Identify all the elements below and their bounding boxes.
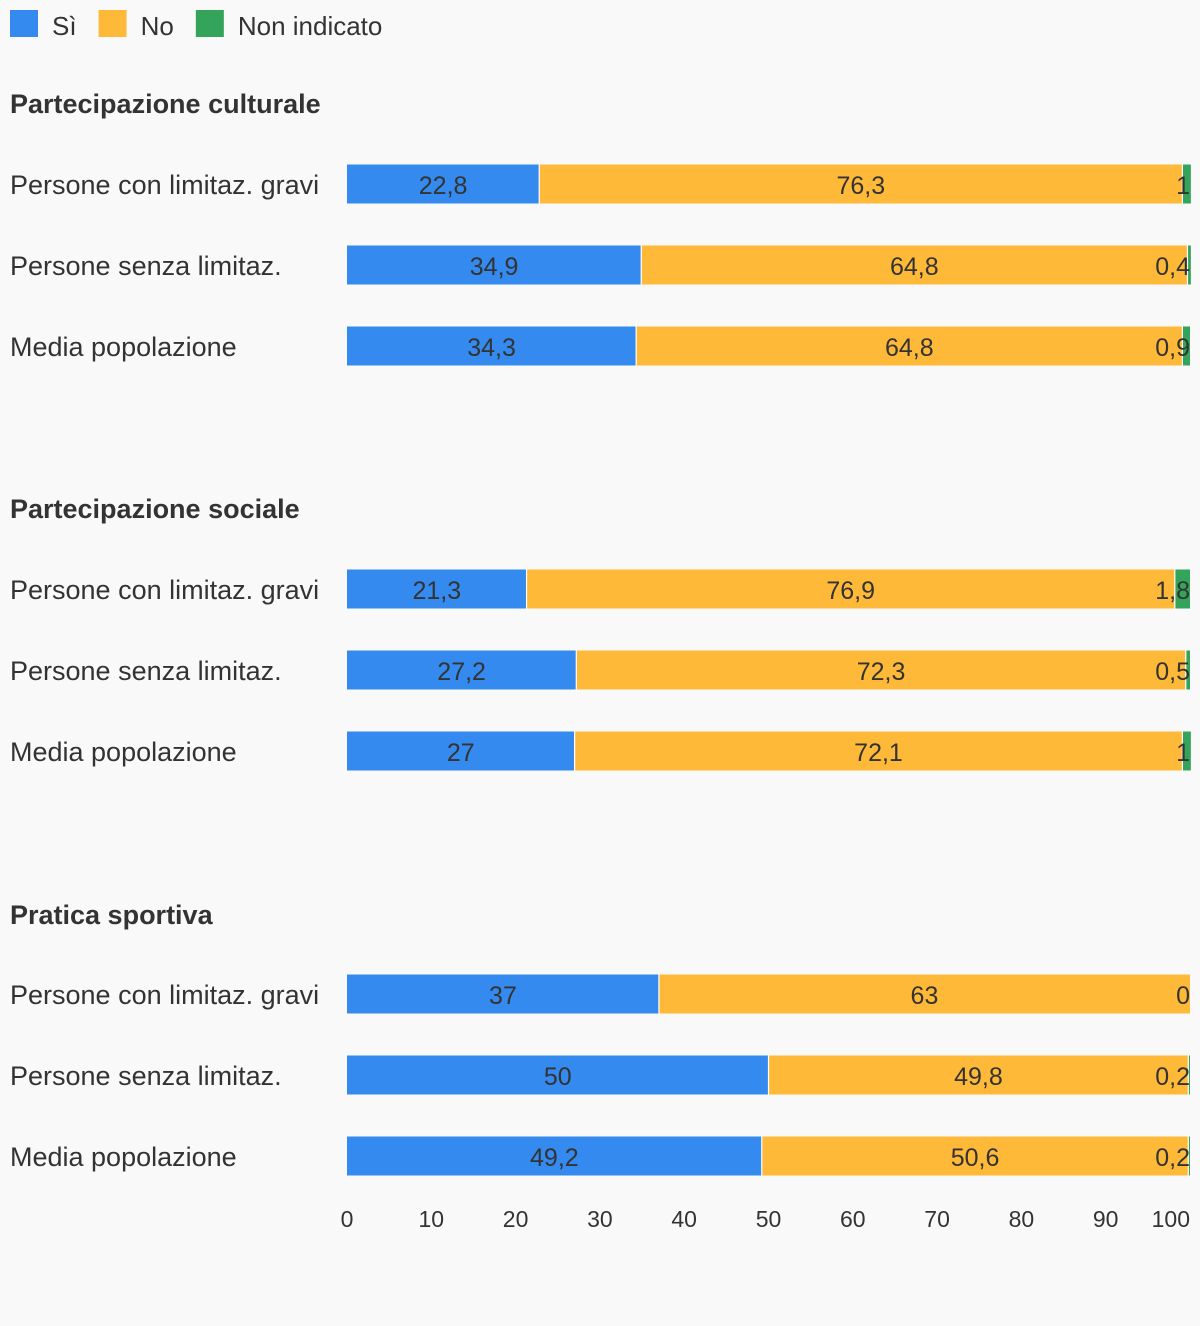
bar-row: Media popolazione 34,3 64,8 0,9 (10, 326, 1190, 366)
x-tick-label: 70 (924, 1206, 950, 1232)
x-tick-label: 100 (1152, 1206, 1190, 1232)
bar-row: Persone con limitaz. gravi 22,8 76,3 1 (10, 164, 1191, 204)
bar-segment-no (576, 650, 1186, 690)
group-2: Partecipazione sociale Persone con limita… (10, 494, 1191, 771)
bar-row: Media popolazione 27 72,1 1 (10, 731, 1191, 771)
legend-label-si: Sì (52, 11, 77, 41)
data-label-no: 49,8 (954, 1063, 1003, 1091)
x-tick-label: 40 (671, 1206, 697, 1232)
data-label-non-indicato: 1 (1176, 172, 1190, 200)
data-label-no: 72,3 (857, 658, 906, 686)
bar-segment-non-indicato (1182, 731, 1191, 771)
bar-segment-no (641, 245, 1188, 285)
bar-segment-no (658, 974, 1190, 1014)
data-label-non-indicato: 0,2 (1155, 1063, 1190, 1091)
row-label: Persone con limitaz. gravi (10, 170, 319, 200)
bar-segment-si (347, 326, 637, 366)
bar-row: Persone senza limitaz. 50 49,8 0,2 (10, 1055, 1190, 1095)
x-tick-label: 10 (419, 1206, 445, 1232)
legend-swatch-non-indicato (195, 10, 224, 37)
bar-segment-non-indicato (1185, 650, 1190, 690)
data-label-non-indicato: 1,8 (1155, 577, 1190, 605)
x-tick-label: 90 (1093, 1206, 1119, 1232)
legend-swatch-no (98, 10, 127, 37)
bar-segment-si (347, 1055, 769, 1095)
bar-row: Persone con limitaz. gravi 37 63 0 (10, 974, 1190, 1014)
data-label-si: 34,9 (470, 253, 519, 281)
x-tick-label: 30 (587, 1206, 613, 1232)
group-1: Partecipazione culturale Persone con limi… (10, 89, 1191, 366)
bar-segment-non-indicato (1187, 245, 1191, 285)
row-label: Persone senza limitaz. (10, 251, 282, 281)
row-label: Media popolazione (10, 332, 237, 362)
bar-row: Media popolazione 49,2 50,6 0,2 (10, 1136, 1190, 1176)
row-label: Media popolazione (10, 737, 237, 767)
data-label-no: 64,8 (890, 253, 939, 281)
bar-segment-si (347, 731, 575, 771)
row-label: Media popolazione (10, 1142, 237, 1172)
data-label-non-indicato: 0,2 (1155, 1144, 1190, 1172)
bar-segment-no (526, 569, 1175, 609)
bar-row: Persone senza limitaz. 27,2 72,3 0,5 (10, 650, 1190, 690)
bar-segment-si (347, 569, 527, 609)
bar-segment-non-indicato (1182, 164, 1191, 204)
chart-groups: Partecipazione culturale Persone con limi… (10, 89, 1191, 1176)
row-label: Persone con limitaz. gravi (10, 980, 319, 1010)
bar-segment-no (761, 1136, 1189, 1176)
x-tick-label: 50 (756, 1206, 782, 1232)
bar-segment-non-indicato (1182, 326, 1190, 366)
row-label: Persone senza limitaz. (10, 1061, 282, 1091)
data-label-non-indicato: 0 (1176, 982, 1190, 1010)
group-title: Partecipazione sociale (10, 494, 300, 524)
data-label-si: 22,8 (419, 172, 468, 200)
bar-segment-non-indicato (1188, 1055, 1190, 1095)
x-axis: 0 10 20 30 40 50 60 70 80 90 100 (341, 1206, 1190, 1232)
bar-segment-no (636, 326, 1183, 366)
data-label-si: 49,2 (530, 1144, 579, 1172)
bar-segment-si (347, 650, 577, 690)
row-label: Persone senza limitaz. (10, 656, 282, 686)
group-title: Partecipazione culturale (10, 89, 321, 119)
data-label-si: 50 (544, 1063, 572, 1091)
legend-swatch-si (10, 10, 38, 37)
data-label-no: 76,9 (826, 577, 875, 605)
bar-row: Persone senza limitaz. 34,9 64,8 0,4 (10, 245, 1191, 285)
x-tick-label: 60 (840, 1206, 866, 1232)
data-label-no: 64,8 (885, 334, 934, 362)
x-tick-label: 20 (503, 1206, 529, 1232)
data-label-non-indicato: 0,5 (1155, 658, 1190, 686)
x-tick-label: 80 (1009, 1206, 1035, 1232)
x-tick-label: 0 (341, 1206, 354, 1232)
data-label-non-indicato: 1 (1176, 739, 1190, 767)
data-label-no: 63 (911, 982, 939, 1010)
data-label-no: 72,1 (854, 739, 903, 767)
data-label-non-indicato: 0,4 (1155, 253, 1190, 281)
bar-segment-no (574, 731, 1183, 771)
bar-segment-si (347, 164, 540, 204)
data-label-si: 27 (447, 739, 475, 767)
bar-segment-non-indicato (1188, 1136, 1190, 1176)
bar-segment-no (768, 1055, 1189, 1095)
data-label-non-indicato: 0,9 (1155, 334, 1190, 362)
bar-segment-si (347, 245, 642, 285)
data-label-si: 37 (489, 982, 517, 1010)
data-label-si: 34,3 (467, 334, 516, 362)
bar-row: Persone con limitaz. gravi 21,3 76,9 1,8 (10, 569, 1190, 609)
bar-segment-si (347, 1136, 762, 1176)
bar-segment-non-indicato (1174, 569, 1190, 609)
row-label: Persone con limitaz. gravi (10, 575, 319, 605)
bar-segment-si (347, 974, 659, 1014)
data-label-no: 76,3 (836, 172, 885, 200)
legend-label-no: No (141, 11, 174, 41)
data-label-si: 27,2 (437, 658, 486, 686)
group-title: Pratica sportiva (10, 900, 214, 930)
bar-segment-no (539, 164, 1183, 204)
group-3: Pratica sportiva Persone con limitaz. gra… (10, 900, 1190, 1176)
chart-legend: Sì No Non indicato (10, 10, 382, 41)
data-label-si: 21,3 (412, 577, 461, 605)
data-label-no: 50,6 (951, 1144, 1000, 1172)
legend-label-non-indicato: Non indicato (238, 11, 383, 41)
